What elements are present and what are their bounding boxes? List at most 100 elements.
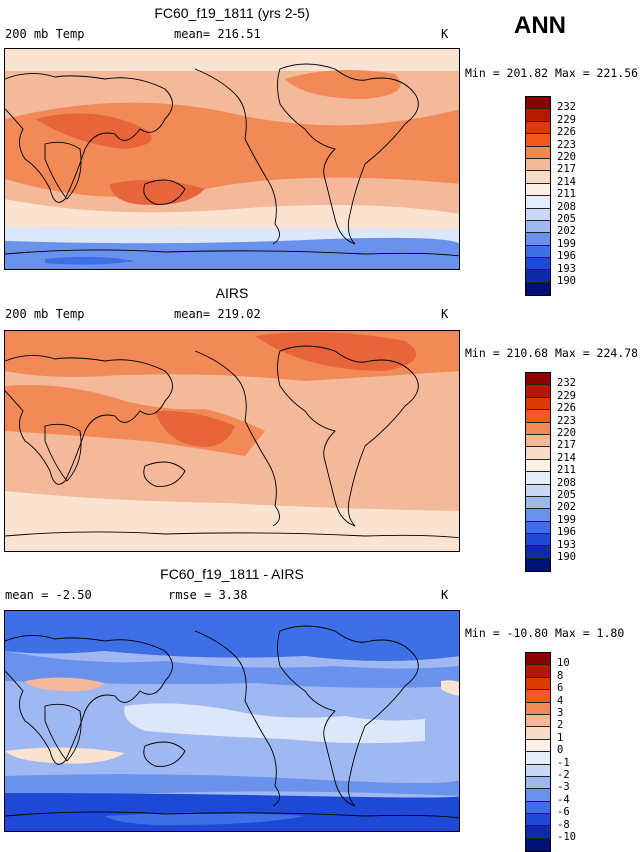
panel3-swatch <box>526 789 550 802</box>
panel2-colorbar <box>525 372 551 573</box>
panel3-colorbar-tick: 2 <box>557 719 564 732</box>
panel1-swatch <box>526 183 550 197</box>
panel2-colorbar-tick: 199 <box>557 513 576 526</box>
panel1-swatch <box>526 134 550 147</box>
panel2-colorbar-tick: 196 <box>557 526 576 539</box>
panel1-colorbar-tick: 205 <box>557 213 576 225</box>
panel3-colorbar-tick: 4 <box>557 694 564 707</box>
panel2-swatch <box>526 472 550 485</box>
panel2-swatch <box>526 558 550 572</box>
panel3-swatch <box>526 814 550 827</box>
panel3-swatch <box>526 752 550 765</box>
panel1-swatch <box>526 97 550 110</box>
panel2-colorbar-tick: 205 <box>557 489 576 501</box>
panel2-swatch <box>526 434 550 448</box>
panel1-colorbar-tick: 217 <box>557 163 576 176</box>
panel3-colorbar-tick: -3 <box>557 781 570 794</box>
panel3-swatch <box>526 714 550 728</box>
panel1-unit: K <box>441 27 449 41</box>
panel2-mean: mean= 219.02 <box>174 307 261 321</box>
panel1-swatch <box>526 171 550 184</box>
panel1-colorbar-tick: 190 <box>557 275 576 287</box>
panel3-swatch <box>526 776 550 790</box>
panel3-swatch <box>526 653 550 666</box>
panel1-swatch <box>526 121 550 135</box>
panel3-colorbar-tick: -8 <box>557 818 570 831</box>
panel1-swatch <box>526 196 550 209</box>
panel1-swatch <box>526 245 550 259</box>
panel2-swatch <box>526 373 550 386</box>
panel2-colorbar-tick: 232 <box>557 377 576 390</box>
panel2-swatch <box>526 496 550 510</box>
panel3-swatch <box>526 801 550 815</box>
panel1-colorbar-tick: 220 <box>557 151 576 163</box>
panel1-swatch <box>526 282 550 296</box>
panel3-title: FC60_f19_1811 - AIRS <box>160 566 304 582</box>
panel2-colorbar-tick: 217 <box>557 439 576 452</box>
panel2-colorbar-tick: 202 <box>557 501 576 514</box>
panel1-map <box>4 48 460 270</box>
panel2-swatch <box>526 534 550 547</box>
panel2-colorbar-tick: 193 <box>557 538 576 551</box>
panel2-colorbar-tick: 226 <box>557 402 576 415</box>
panel2-swatch <box>526 459 550 473</box>
panel1-swatch <box>526 258 550 271</box>
panel3-colorbar-tick: -10 <box>557 831 576 843</box>
panel1-colorbar-tick: 196 <box>557 250 576 263</box>
panel3-colorbar-tick: 10 <box>557 657 570 670</box>
panel2-swatch <box>526 546 550 559</box>
panel2-swatch <box>526 410 550 423</box>
panel3-mean: mean = -2.50 <box>5 588 92 602</box>
panel1-colorbar-tick: 193 <box>557 262 576 275</box>
panel1-colorbar-tick: 199 <box>557 237 576 250</box>
panel2-left-label: 200 mb Temp <box>5 307 85 321</box>
panel1-left-label: 200 mb Temp <box>5 27 85 41</box>
panel2-unit: K <box>441 307 449 321</box>
panel1-colorbar-tick: 208 <box>557 200 576 213</box>
panel1-swatch <box>526 208 550 221</box>
panel3-swatch <box>526 838 550 852</box>
panel1-mean: mean= 216.51 <box>174 27 261 41</box>
panel2-swatch <box>526 447 550 460</box>
panel3-rmse: rmse = 3.38 <box>168 588 248 602</box>
panel3-colorbar-tick: 1 <box>557 731 564 744</box>
panel3-colorbar-tick: 0 <box>557 744 564 757</box>
panel3-swatch <box>526 677 550 691</box>
panel2-title: AIRS <box>215 285 249 301</box>
panel3-swatch <box>526 826 550 839</box>
panel1-swatch <box>526 233 550 246</box>
panel3-swatch <box>526 665 550 678</box>
panel1-swatch <box>526 220 550 234</box>
panel3-colorbar-tick: 8 <box>557 669 564 682</box>
panel2-minmax: Min = 210.68 Max = 224.78 <box>465 346 639 360</box>
panel1-colorbar-tick: 232 <box>557 101 576 114</box>
panel3-colorbar-tick: -1 <box>557 756 570 769</box>
panel2-map-svg <box>5 331 459 551</box>
panel3-minmax: Min = -10.80 Max = 1.80 <box>465 626 625 640</box>
panel3-map-svg <box>5 611 459 831</box>
panel1-colorbar-tick: 229 <box>557 113 576 126</box>
panel2-swatch <box>526 397 550 411</box>
season-label: ANN <box>514 12 566 39</box>
panel2-swatch <box>526 509 550 522</box>
panel1-colorbar <box>525 96 551 297</box>
panel2-colorbar-tick: 190 <box>557 551 576 563</box>
panel2-colorbar-tick: 214 <box>557 451 576 464</box>
panel2-swatch <box>526 484 550 497</box>
panel3-colorbar-tick: -4 <box>557 793 570 806</box>
panel3-swatch <box>526 764 550 777</box>
panel1-minmax: Min = 201.82 Max = 221.56 <box>465 66 639 80</box>
panel1-swatch <box>526 270 550 283</box>
panel2-map <box>4 330 460 552</box>
panel3-colorbar <box>525 652 551 852</box>
panel3-swatch <box>526 702 550 715</box>
panel3-unit: K <box>441 588 449 602</box>
panel3-map <box>4 610 460 832</box>
panel2-colorbar-tick: 211 <box>557 464 576 477</box>
panel1-colorbar-tick: 211 <box>557 188 576 201</box>
panel1-map-svg <box>5 49 459 269</box>
panel1-colorbar-tick: 223 <box>557 138 576 151</box>
panel1-swatch <box>526 146 550 159</box>
panel3-swatch <box>526 690 550 703</box>
panel1-colorbar-tick: 202 <box>557 225 576 238</box>
